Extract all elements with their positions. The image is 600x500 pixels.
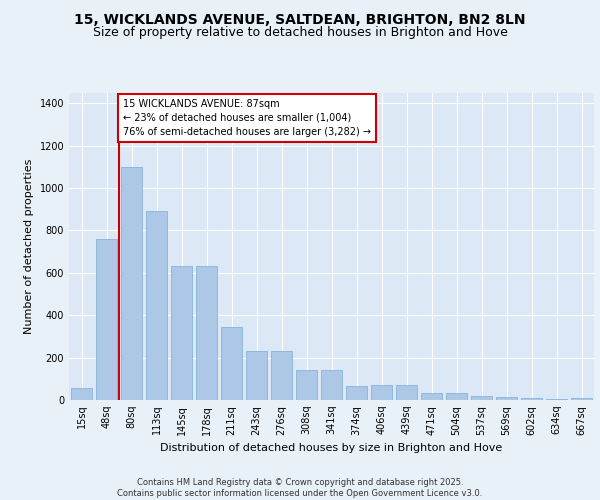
Bar: [146, 212, 167, 400]
Bar: [571, 398, 592, 400]
Bar: [321, 370, 342, 400]
Bar: [96, 239, 117, 400]
Text: Size of property relative to detached houses in Brighton and Hove: Size of property relative to detached ho…: [92, 26, 508, 39]
Bar: [446, 392, 467, 400]
Bar: [221, 327, 242, 400]
Bar: [246, 351, 267, 400]
X-axis label: Distribution of detached houses by size in Brighton and Hove: Distribution of detached houses by size …: [160, 443, 503, 453]
Bar: [346, 386, 367, 400]
Bar: [496, 397, 517, 400]
Bar: [171, 266, 192, 400]
Bar: [121, 166, 142, 400]
Text: Contains HM Land Registry data © Crown copyright and database right 2025.
Contai: Contains HM Land Registry data © Crown c…: [118, 478, 482, 498]
Bar: [196, 266, 217, 400]
Text: 15 WICKLANDS AVENUE: 87sqm
← 23% of detached houses are smaller (1,004)
76% of s: 15 WICKLANDS AVENUE: 87sqm ← 23% of deta…: [123, 99, 371, 137]
Bar: [71, 388, 92, 400]
Bar: [396, 385, 417, 400]
Bar: [471, 396, 492, 400]
Text: 15, WICKLANDS AVENUE, SALTDEAN, BRIGHTON, BN2 8LN: 15, WICKLANDS AVENUE, SALTDEAN, BRIGHTON…: [74, 12, 526, 26]
Bar: [271, 351, 292, 400]
Bar: [296, 370, 317, 400]
Y-axis label: Number of detached properties: Number of detached properties: [24, 158, 34, 334]
Bar: [371, 385, 392, 400]
Bar: [521, 398, 542, 400]
Bar: [421, 392, 442, 400]
Bar: [546, 399, 567, 400]
